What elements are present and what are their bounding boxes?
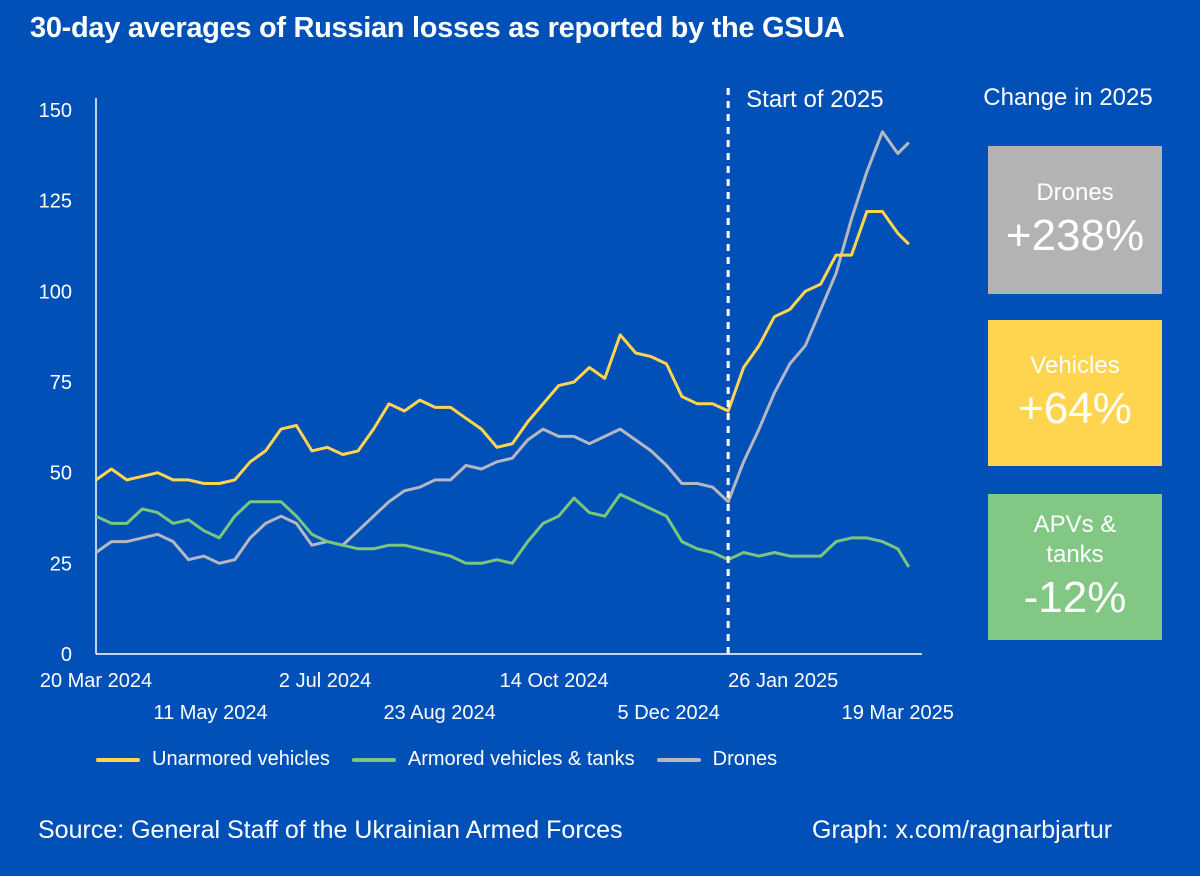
y-tick-label: 100 — [39, 281, 72, 303]
x-tick-label: 23 Aug 2024 — [383, 702, 495, 724]
vehicles-box-value: +64% — [1018, 384, 1132, 433]
x-tick-label: 20 Mar 2024 — [40, 670, 152, 692]
apvs-tanks-box-value: -12% — [1023, 573, 1127, 622]
y-tick-label: 125 — [39, 191, 72, 213]
graph-credit: Graph: x.com/ragnarbjartur — [812, 816, 1113, 844]
drones-box-label: Drones — [1036, 179, 1114, 206]
vehicles-box-label: Vehicles — [1030, 352, 1120, 379]
x-tick-label: 19 Mar 2025 — [842, 702, 954, 724]
chart-legend: Unarmored vehicles Armored vehicles & ta… — [96, 748, 799, 771]
series-line-drones — [95, 130, 910, 565]
legend-label-armored: Armored vehicles & tanks — [407, 748, 635, 770]
x-tick-label: 26 Jan 2025 — [728, 670, 838, 692]
apvs-tanks-box-label: APVs & tanks — [1033, 511, 1117, 568]
y-tick-label: 75 — [50, 372, 72, 394]
chart-title: 30-day averages of Russian losses as rep… — [30, 12, 845, 44]
x-tick-label: 11 May 2024 — [153, 702, 267, 724]
x-tick-label: 5 Dec 2024 — [618, 702, 720, 724]
legend-swatch-drones — [656, 757, 701, 762]
apvs-tanks-change-box: APVs & tanks -12% — [988, 494, 1162, 640]
vehicles-change-box: Vehicles +64% — [988, 320, 1162, 466]
y-axis-ticks: 0 25 50 75 100 125 150 — [39, 100, 72, 666]
marker-label: Start of 2025 — [746, 86, 883, 113]
x-tick-label: 14 Oct 2024 — [500, 670, 609, 692]
drones-change-box: Drones +238% — [988, 146, 1162, 294]
series-line-armored-vehicles-tanks — [95, 492, 911, 568]
legend-item-armored: Armored vehicles & tanks — [351, 748, 635, 771]
y-tick-label: 0 — [61, 644, 72, 666]
drones-box-value: +238% — [1005, 211, 1145, 260]
x-tick-label: 2 Jul 2024 — [279, 670, 371, 692]
y-tick-label: 25 — [50, 553, 72, 575]
legend-item-unarmored: Unarmored vehicles — [96, 748, 330, 771]
legend-item-drones: Drones — [656, 748, 778, 771]
y-tick-label: 50 — [50, 463, 72, 485]
series-line-unarmored-vehicles — [95, 210, 910, 485]
legend-swatch-armored — [351, 757, 396, 762]
legend-swatch-unarmored — [96, 757, 140, 762]
side-panel-header: Change in 2025 — [983, 84, 1153, 111]
series-lines — [95, 130, 911, 568]
source-note: Source: General Staff of the Ukrainian A… — [38, 816, 623, 844]
legend-label-drones: Drones — [712, 748, 778, 770]
y-tick-label: 150 — [39, 100, 72, 122]
legend-label-unarmored: Unarmored vehicles — [152, 748, 330, 770]
